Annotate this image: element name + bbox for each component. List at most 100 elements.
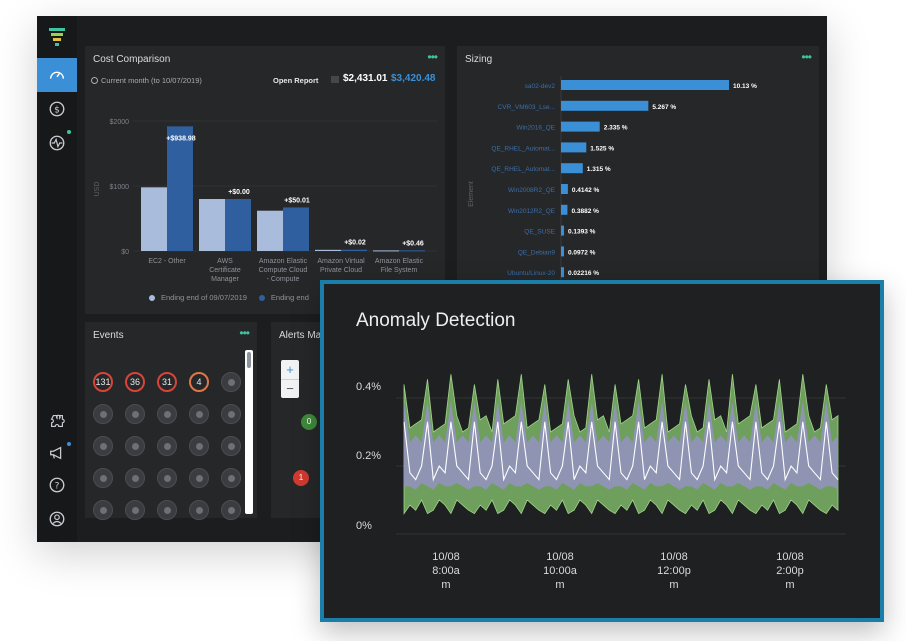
event-ok-indicator[interactable] xyxy=(157,404,177,424)
notification-dot xyxy=(67,130,71,134)
integrations-icon xyxy=(50,414,65,427)
event-ok-indicator[interactable] xyxy=(189,468,209,488)
sizing-bar xyxy=(561,184,568,194)
x-tick-line: m xyxy=(441,579,451,591)
event-ok-indicator[interactable] xyxy=(221,372,241,392)
scroll-thumb[interactable] xyxy=(247,352,251,368)
y-axis-label: USD xyxy=(94,182,101,197)
category-label: - Compute xyxy=(267,276,300,283)
sizing-value: 1.525 % xyxy=(590,145,614,152)
category-label: Compute Cloud xyxy=(259,267,308,274)
svg-text:$: $ xyxy=(54,106,60,116)
event-ok-indicator[interactable] xyxy=(189,500,209,520)
y-axis-label: Element xyxy=(468,181,475,207)
x-tick-label: 10/08 8:00a m xyxy=(416,550,476,592)
event-count-badge[interactable]: 131 xyxy=(93,372,113,392)
cost-bar xyxy=(225,199,251,251)
event-ok-indicator[interactable] xyxy=(157,468,177,488)
event-ok-indicator[interactable] xyxy=(125,468,145,488)
sidebar-item-cost[interactable]: $ xyxy=(37,92,77,126)
event-ok-indicator[interactable] xyxy=(221,500,241,520)
more-options-icon[interactable]: ••• xyxy=(801,50,812,64)
svg-text:?: ? xyxy=(55,482,60,492)
sizing-value: 0.1393 % xyxy=(568,229,596,236)
inner-band-area xyxy=(404,401,838,490)
sizing-label: sa02-dev2 xyxy=(525,83,556,90)
sidebar-item-help[interactable]: ? xyxy=(37,468,77,502)
dollar-icon: $ xyxy=(49,101,65,117)
x-tick-line: 10/08 xyxy=(546,551,574,563)
event-ok-indicator[interactable] xyxy=(93,500,113,520)
sidebar-item-integrations[interactable] xyxy=(37,404,77,438)
sizing-value: 0.3882 % xyxy=(571,208,599,215)
delta-label: +$50.01 xyxy=(284,197,310,204)
cost-bar xyxy=(167,126,193,251)
cost-bar xyxy=(141,187,167,251)
sizing-label: Win2012R2_QE xyxy=(508,208,556,215)
help-icon: ? xyxy=(49,477,65,493)
sizing-value: 2.335 % xyxy=(604,125,628,132)
event-ok-indicator[interactable] xyxy=(125,404,145,424)
sidebar-item-profile[interactable] xyxy=(37,502,77,536)
event-ok-indicator[interactable] xyxy=(189,436,209,456)
cost-bar xyxy=(341,249,367,251)
sizing-bar xyxy=(561,163,583,174)
activity-pulse-icon xyxy=(49,135,65,151)
cost-bar xyxy=(199,199,225,251)
x-tick-line: 2:00p xyxy=(776,565,804,577)
event-ok-indicator[interactable] xyxy=(221,468,241,488)
panel-title: Cost Comparison xyxy=(93,54,171,65)
x-tick-line: m xyxy=(669,579,679,591)
sizing-bar xyxy=(561,225,564,236)
sidebar-item-activity[interactable] xyxy=(37,126,77,160)
event-ok-indicator[interactable] xyxy=(125,500,145,520)
map-marker[interactable]: 1 xyxy=(293,470,309,486)
event-count-badge[interactable]: 4 xyxy=(189,372,209,392)
map-marker[interactable]: 0 xyxy=(301,414,317,430)
total-forecast: $3,420.48 xyxy=(391,73,436,84)
clock-icon xyxy=(91,77,98,84)
sizing-value: 5.267 % xyxy=(652,104,676,111)
event-ok-indicator[interactable] xyxy=(93,404,113,424)
event-ok-indicator[interactable] xyxy=(221,436,241,456)
x-tick-line: 10/08 xyxy=(776,551,804,563)
user-profile-icon xyxy=(49,511,65,527)
sidebar-item-announcements[interactable] xyxy=(37,436,77,470)
sidebar: $ ? xyxy=(37,16,77,542)
event-ok-indicator[interactable] xyxy=(157,500,177,520)
x-tick-label: 10/08 12:00p m xyxy=(644,550,704,592)
event-ok-indicator[interactable] xyxy=(221,404,241,424)
more-options-icon[interactable]: ••• xyxy=(239,326,250,340)
event-ok-indicator[interactable] xyxy=(93,468,113,488)
sizing-panel: Sizing ••• Element sa02-dev2 10.13 % CVR_VM… xyxy=(457,46,819,316)
sizing-bar xyxy=(561,204,568,215)
sidebar-item-dashboard[interactable] xyxy=(37,58,77,92)
map-zoom-control: + − xyxy=(281,360,299,398)
sizing-bar xyxy=(561,267,564,278)
x-tick-line: m xyxy=(785,579,795,591)
x-tick-line: 12:00p xyxy=(657,565,691,577)
event-count-badge[interactable]: 31 xyxy=(157,372,177,392)
report-icon[interactable] xyxy=(331,76,339,83)
delta-label: +$0.00 xyxy=(228,189,250,196)
event-ok-indicator[interactable] xyxy=(93,436,113,456)
x-tick-line: 10/08 xyxy=(432,551,460,563)
open-report-link[interactable]: Open Report xyxy=(273,76,319,85)
zoom-in-button[interactable]: + xyxy=(281,360,299,380)
period-label: Current month (to 10/07/2019) xyxy=(91,76,202,85)
event-ok-indicator[interactable] xyxy=(189,404,209,424)
category-label: AWS xyxy=(217,258,233,265)
sizing-label: Ubuntu/Linux-20 xyxy=(507,270,555,277)
sizing-bar xyxy=(561,142,587,153)
panel-title: Events xyxy=(93,330,124,341)
event-ok-indicator[interactable] xyxy=(125,436,145,456)
event-ok-indicator[interactable] xyxy=(157,436,177,456)
zoom-out-button[interactable]: − xyxy=(286,381,294,396)
more-options-icon[interactable]: ••• xyxy=(427,50,438,64)
events-scrollbar[interactable] xyxy=(245,350,253,514)
dashboard-gauge-icon xyxy=(49,71,65,79)
event-count-badge[interactable]: 36 xyxy=(125,372,145,392)
cost-comparison-panel: Cost Comparison ••• Current month (to 10… xyxy=(85,46,445,314)
sizing-label: QE_RHEL_Automat... xyxy=(491,145,555,152)
category-label: EC2 - Other xyxy=(148,258,186,265)
